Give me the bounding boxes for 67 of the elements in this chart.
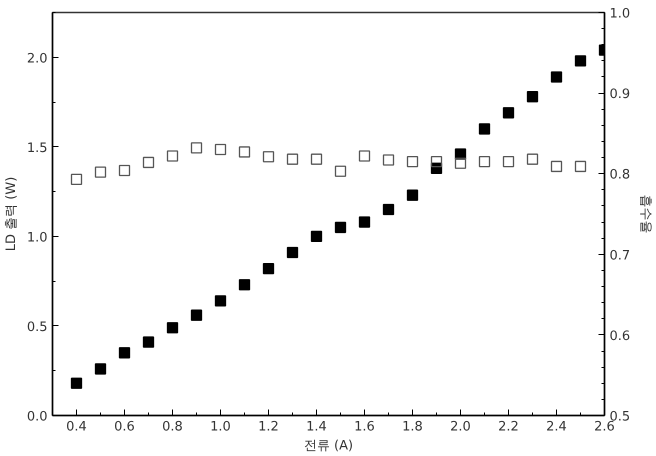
point (550, 160, 562, 172)
point (574, 160, 586, 172)
x-tick-label: 2.6 (594, 420, 615, 434)
point (526, 91, 538, 102)
point (310, 230, 322, 242)
y2-tick-label: 0.9 (610, 87, 630, 102)
x-tick-label: 2.4 (546, 420, 567, 434)
point (478, 156, 490, 168)
point (574, 55, 586, 67)
y-tick-label: 1.0 (26, 230, 48, 246)
point (334, 166, 346, 177)
point (262, 262, 274, 274)
point (166, 322, 178, 334)
y-tick-label: 0.5 (26, 320, 48, 335)
point (142, 336, 154, 348)
x-axis-title: 전류 (A) (304, 438, 354, 454)
point (550, 71, 562, 83)
x-tick-label: 0.4 (66, 420, 87, 434)
point (190, 310, 202, 321)
point (94, 166, 106, 178)
point (406, 190, 418, 201)
x-tick-label: 1.2 (258, 420, 279, 434)
point (430, 156, 442, 168)
point (262, 151, 274, 162)
y-tick-label: 1.5 (26, 140, 48, 156)
y2-tick-label: 0.6 (610, 328, 630, 344)
point (358, 216, 370, 228)
point (334, 222, 346, 234)
point (238, 146, 250, 158)
point (94, 363, 106, 375)
point (406, 156, 418, 168)
x-tick-label: 1.4 (306, 420, 327, 434)
point (190, 142, 202, 154)
point (142, 156, 154, 168)
point (382, 204, 394, 216)
point (118, 347, 130, 358)
point (70, 378, 82, 389)
point (118, 164, 130, 176)
y2-tick-label: 1.0 (610, 6, 630, 22)
x-tick-label: 1.0 (210, 420, 231, 434)
point (454, 158, 466, 169)
y2-tick-label: 0.8 (610, 168, 630, 183)
point (478, 123, 490, 135)
point (214, 295, 226, 307)
point (286, 154, 298, 165)
y-tick-label: 0.0 (26, 410, 48, 424)
point (502, 107, 514, 118)
y2-axis-title: 흡수율 (638, 194, 654, 234)
point (166, 150, 178, 162)
x-tick-label: 1.8 (402, 420, 423, 434)
y-axis-title: LD 출력 (W) (4, 176, 19, 252)
y-tick-label: 2.0 (26, 51, 48, 66)
point (286, 246, 298, 258)
point (358, 150, 370, 162)
point (214, 144, 226, 156)
point (310, 154, 322, 165)
y2-tick-label: 0.7 (610, 248, 630, 264)
x-tick-label: 0.6 (114, 420, 135, 434)
point (502, 156, 514, 168)
x-tick-label: 0.8 (162, 420, 183, 434)
x-tick-label: 2.2 (498, 420, 519, 434)
point (70, 174, 82, 185)
x-tick-label: 1.6 (354, 420, 375, 434)
point (526, 154, 538, 165)
x-tick-label: 2.0 (450, 420, 471, 434)
point (382, 154, 394, 166)
point (238, 279, 250, 290)
